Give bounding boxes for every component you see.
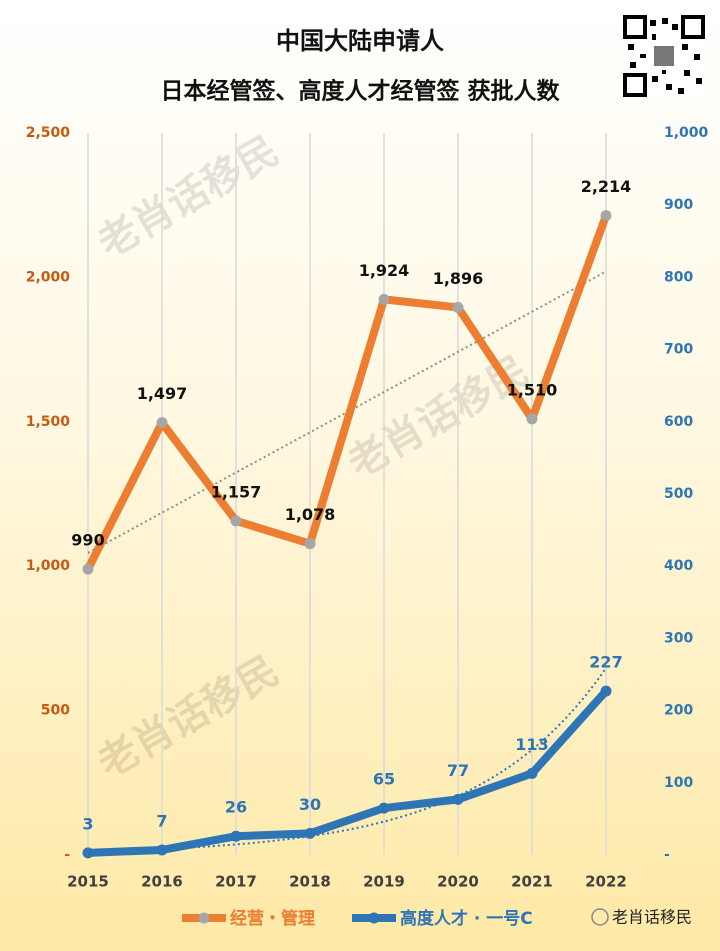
data-label: 113 (515, 735, 548, 754)
data-label: 65 (373, 770, 395, 789)
y2-tick-label: - (664, 847, 670, 863)
data-label: 1,078 (285, 505, 336, 524)
series-line (87, 688, 609, 857)
data-label: 3 (82, 814, 93, 833)
legend-label: 高度人才 · 一号C (400, 908, 533, 929)
y2-tick-label: 1,000 (664, 125, 709, 141)
point (452, 793, 464, 805)
qr-photo (654, 46, 674, 66)
qr-code (622, 14, 706, 98)
data-label: 1,896 (433, 269, 484, 288)
data-label: 30 (299, 795, 321, 814)
point (82, 563, 94, 575)
data-label: 1,497 (137, 384, 188, 403)
legend-label: 经营・管理 (230, 908, 315, 929)
data-label: 1,924 (359, 261, 410, 280)
point (600, 210, 612, 222)
point (600, 685, 612, 697)
data-label: 7 (156, 811, 167, 830)
data-label: 227 (589, 653, 622, 672)
x-tick-label: 2018 (289, 873, 331, 891)
qr-finder (623, 15, 647, 39)
x-tick-label: 2019 (363, 873, 405, 891)
trendline (87, 270, 607, 554)
point (304, 827, 316, 839)
data-label: 990 (71, 531, 104, 550)
x-tick-label: 2020 (437, 873, 479, 891)
legend-marker (198, 912, 210, 924)
qr-modules (628, 18, 702, 94)
y2-tick-label: 800 (664, 269, 693, 285)
qr-finder (681, 15, 705, 39)
y2-tick-label: 900 (664, 197, 693, 213)
point (526, 767, 538, 779)
y-tick-label: 2,000 (26, 269, 71, 285)
y-tick-label: 2,500 (26, 125, 71, 141)
x-tick-label: 2021 (511, 873, 553, 891)
point (378, 802, 390, 814)
wechat-icon (591, 908, 609, 926)
y2-tick-label: 400 (664, 558, 693, 574)
y-tick-label: 1,000 (26, 558, 71, 574)
point (452, 301, 464, 313)
y2-tick-label: 500 (664, 486, 693, 502)
data-label: 2,214 (581, 177, 632, 196)
watermark: 老肖话移民 (90, 647, 287, 788)
y2-tick-label: 100 (664, 775, 693, 791)
chart-title: 中国大陆申请人 (276, 27, 444, 55)
point (304, 538, 316, 550)
watermark: 老肖话移民 (90, 127, 287, 268)
y2-tick-label: 700 (664, 342, 693, 358)
qr-finder (623, 73, 647, 97)
data-label: 77 (447, 761, 469, 780)
point (156, 417, 168, 429)
y-tick-label: - (64, 847, 70, 863)
x-tick-label: 2022 (585, 873, 627, 891)
x-tick-label: 2016 (141, 873, 183, 891)
y2-tick-label: 200 (664, 703, 693, 719)
point (378, 293, 390, 305)
footer-brand: 老肖话移民 (612, 908, 692, 927)
y-tick-label: 500 (41, 703, 70, 719)
x-tick-label: 2015 (67, 873, 109, 891)
point (526, 413, 538, 425)
point (230, 515, 242, 527)
data-label: 26 (225, 798, 247, 817)
x-tick-label: 2017 (215, 873, 257, 891)
chart-subtitle: 日本经管签、高度人才经管签 获批人数 (160, 78, 560, 105)
series-line (84, 214, 610, 571)
y2-tick-label: 300 (664, 630, 693, 646)
legend-marker (368, 912, 380, 924)
point (156, 844, 168, 856)
point (82, 847, 94, 859)
data-label: 1,510 (507, 380, 558, 399)
data-label: 1,157 (211, 482, 262, 501)
watermark: 老肖话移民 (340, 347, 537, 488)
point (230, 830, 242, 842)
y-tick-label: 1,500 (26, 414, 71, 430)
y2-tick-label: 600 (664, 414, 693, 430)
